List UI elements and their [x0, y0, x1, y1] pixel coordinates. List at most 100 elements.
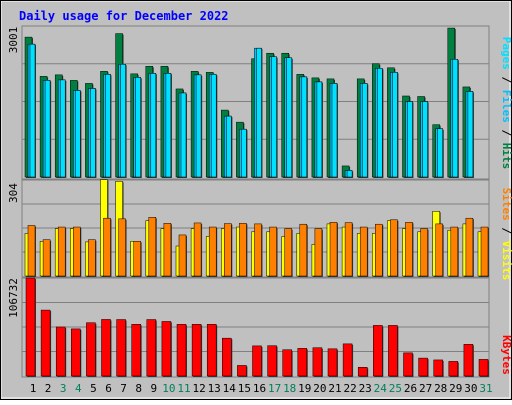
- pages-bar: [301, 76, 308, 178]
- x-tick-label: 10: [162, 382, 175, 395]
- pages-bar: [150, 73, 157, 178]
- legend-hits-label: Hits: [500, 143, 512, 170]
- legend-visits: Sites / Visits: [500, 188, 512, 281]
- x-tick-label: 17: [268, 382, 281, 395]
- pages-bar: [452, 59, 459, 178]
- x-tick-label: 28: [434, 382, 447, 395]
- x-tick-label: 30: [464, 382, 477, 395]
- pages-bar: [407, 101, 413, 178]
- kbytes-bar: [418, 357, 428, 377]
- x-tick-label: 26: [404, 382, 417, 395]
- x-tick-label: 20: [313, 382, 326, 395]
- x-tick-label: 6: [105, 382, 112, 395]
- pages-bar: [44, 80, 51, 178]
- kbytes-bar: [357, 367, 368, 377]
- kbytes-bar: [161, 321, 172, 377]
- pages-bar: [467, 91, 474, 178]
- kbytes-bar: [40, 309, 51, 377]
- pages-bar: [90, 88, 96, 178]
- sites-bar: [208, 226, 217, 277]
- pages-bar: [135, 77, 141, 178]
- svg-text:Pages / Files / Hits: Pages / Files / Hits: [500, 37, 512, 170]
- kbytes-bar: [116, 319, 126, 377]
- kbytes-bar: [146, 319, 157, 377]
- kbytes-bar: [71, 328, 81, 377]
- kbytes-bar: [131, 324, 141, 377]
- pages-bar: [271, 56, 277, 178]
- sites-bar: [57, 226, 66, 277]
- sites-bar: [329, 222, 338, 277]
- x-tick-label: 18: [283, 382, 296, 395]
- sites-bar: [269, 226, 277, 277]
- pages-bar: [392, 72, 398, 178]
- sites-bar: [359, 226, 368, 277]
- ymax-label-kbytes: 106732: [7, 278, 20, 318]
- sites-bar: [435, 223, 443, 277]
- sites-bar: [103, 217, 111, 277]
- legend-sites: Sites: [500, 188, 512, 221]
- x-tick-label: 15: [238, 382, 251, 395]
- pages-bar: [422, 101, 428, 178]
- kbytes-bar: [176, 324, 187, 377]
- x-tick-label: 5: [90, 382, 97, 395]
- sites-bar: [42, 239, 51, 277]
- pages-bar: [75, 90, 81, 178]
- legend-pages: Pages: [500, 37, 512, 70]
- sites-bar: [480, 226, 489, 277]
- kbytes-bar: [312, 347, 323, 377]
- sites-bar: [224, 223, 232, 277]
- legend-kbytes-label: KBytes: [500, 335, 512, 375]
- pages-bar: [180, 92, 187, 178]
- legend-visits-label: Visits: [500, 241, 512, 281]
- kbytes-bar: [252, 345, 262, 377]
- legend-files: Files: [500, 90, 512, 123]
- kbytes-bar: [267, 345, 277, 377]
- x-tick-label: 24: [374, 382, 388, 395]
- sites-bar: [88, 239, 96, 277]
- pages-bar: [226, 115, 232, 178]
- pages-bar: [286, 57, 292, 178]
- pages-bar: [241, 128, 247, 178]
- pages-bar: [361, 83, 368, 178]
- sites-bar: [420, 228, 428, 277]
- sites-bar: [405, 222, 413, 277]
- pages-bar: [195, 74, 202, 178]
- sites-bar: [73, 226, 81, 277]
- kbytes-bar: [297, 348, 308, 377]
- x-tick-label: 25: [389, 382, 402, 395]
- kbytes-bar: [191, 324, 202, 377]
- ymax-label-visits: 304: [7, 183, 20, 203]
- kbytes-bar: [448, 361, 459, 377]
- x-tick-label: 21: [328, 382, 341, 395]
- sites-bar: [148, 217, 157, 277]
- kbytes-bar: [373, 325, 383, 377]
- ymax-label-hits: 3001: [7, 27, 20, 54]
- pages-bar: [120, 64, 126, 178]
- pages-bar: [346, 170, 353, 178]
- kbytes-bar: [101, 319, 111, 377]
- sites-bar: [299, 223, 308, 277]
- pages-bar: [316, 81, 323, 178]
- x-tick-label: 4: [75, 382, 82, 395]
- kbytes-bar: [86, 322, 96, 377]
- sites-bar: [284, 228, 292, 277]
- sites-bar: [344, 222, 353, 277]
- pages-bar: [29, 43, 36, 178]
- sites-bar: [163, 223, 172, 277]
- kbytes-bar: [463, 344, 474, 377]
- x-tick-label: 11: [177, 382, 190, 395]
- kbytes-bar: [433, 359, 443, 377]
- x-axis-labels: 1 2 3 4 5 6 7 8 9 10 11 12 13 14 15 16 17 18 19 20 21 22 23 24 2…: [30, 382, 493, 395]
- kbytes-bar: [403, 352, 413, 377]
- x-tick-label: 22: [343, 382, 356, 395]
- sites-bar: [118, 218, 126, 277]
- pages-bar: [437, 128, 443, 178]
- pages-bar: [331, 83, 338, 178]
- x-tick-label: 1: [30, 382, 37, 395]
- bars: [24, 27, 489, 377]
- legend-hits: Pages / Files / Hits: [500, 37, 512, 170]
- sites-bar: [390, 219, 398, 277]
- sites-bar: [465, 217, 474, 277]
